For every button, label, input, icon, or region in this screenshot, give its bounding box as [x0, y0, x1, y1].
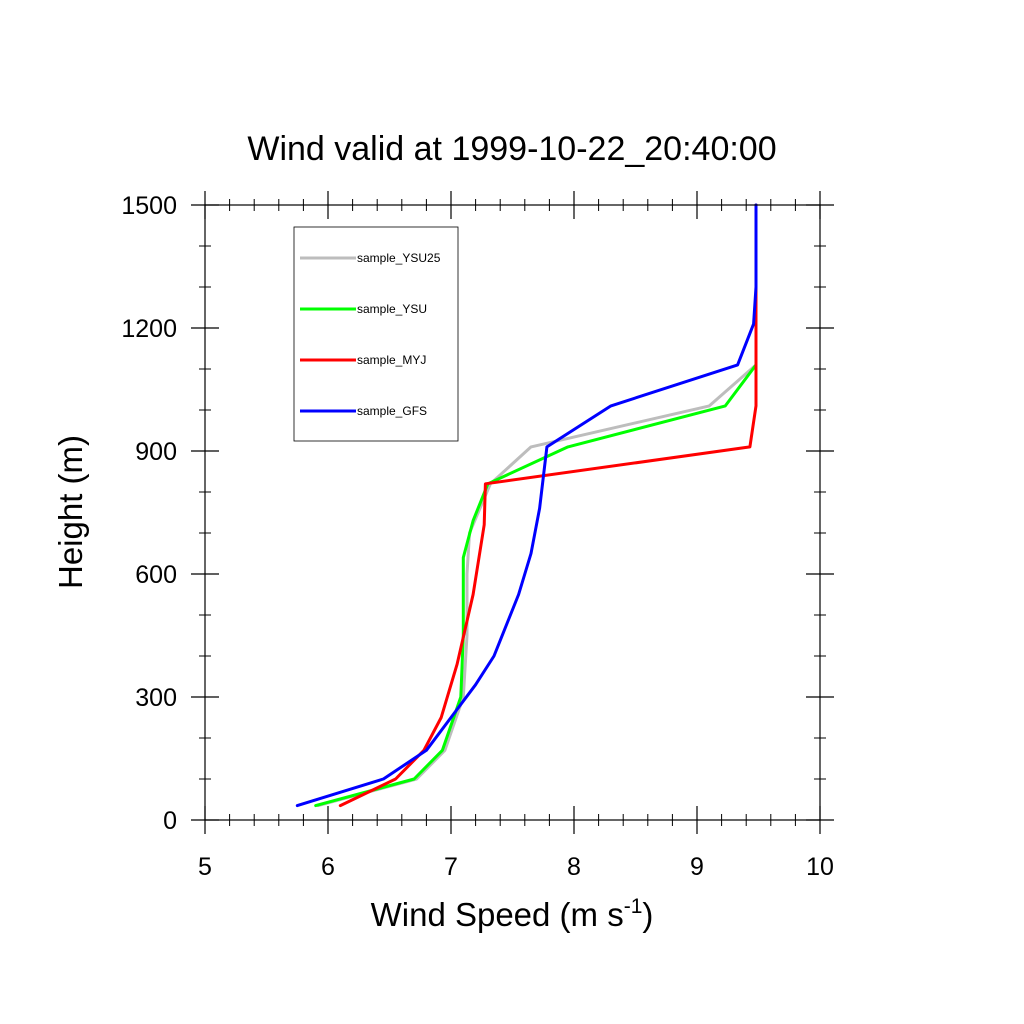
y-tick-label: 300: [135, 684, 177, 712]
x-tick-label: 6: [321, 853, 335, 881]
y-axis-label: Height (m): [52, 435, 89, 589]
x-tick-label: 9: [690, 853, 704, 881]
chart-title: Wind valid at 1999-10-22_20:40:00: [247, 130, 776, 168]
y-tick-label: 0: [163, 807, 177, 835]
y-tick-label: 1200: [121, 315, 177, 343]
y-tick-label: 600: [135, 561, 177, 589]
x-axis-label-superscript: -1: [624, 895, 643, 918]
x-tick-labels: 5 6 7 8 9 10: [198, 853, 834, 881]
x-tick-label: 8: [567, 853, 581, 881]
legend-box: [293, 226, 459, 442]
series-lines: [295, 203, 758, 808]
plot-frame: [204, 204, 821, 821]
x-axis-label-suffix: ): [642, 896, 653, 933]
y-tick-label: 1500: [121, 192, 177, 220]
legend-label-sample_GFS: sample_GFS: [357, 404, 427, 418]
y-tick-labels: 0 300 600 900 1200 1500: [121, 192, 177, 835]
x-axis-label-main: Wind Speed (m s: [371, 896, 624, 933]
legend-label-sample_YSU: sample_YSU: [357, 302, 427, 316]
series-line-sample_GFS: [295, 203, 758, 808]
x-tick-label: 10: [806, 853, 834, 881]
legend-label-sample_MYJ: sample_MYJ: [357, 353, 426, 367]
y-tick-label: 900: [135, 438, 177, 466]
x-tick-label: 7: [444, 853, 458, 881]
legend: sample_YSU25 sample_YSU sample_MYJ sample_G…: [293, 226, 459, 442]
x-tick-label: 5: [198, 853, 212, 881]
x-axis-label: Wind Speed (m s-1): [371, 895, 654, 933]
legend-label-sample_YSU25: sample_YSU25: [357, 251, 441, 265]
